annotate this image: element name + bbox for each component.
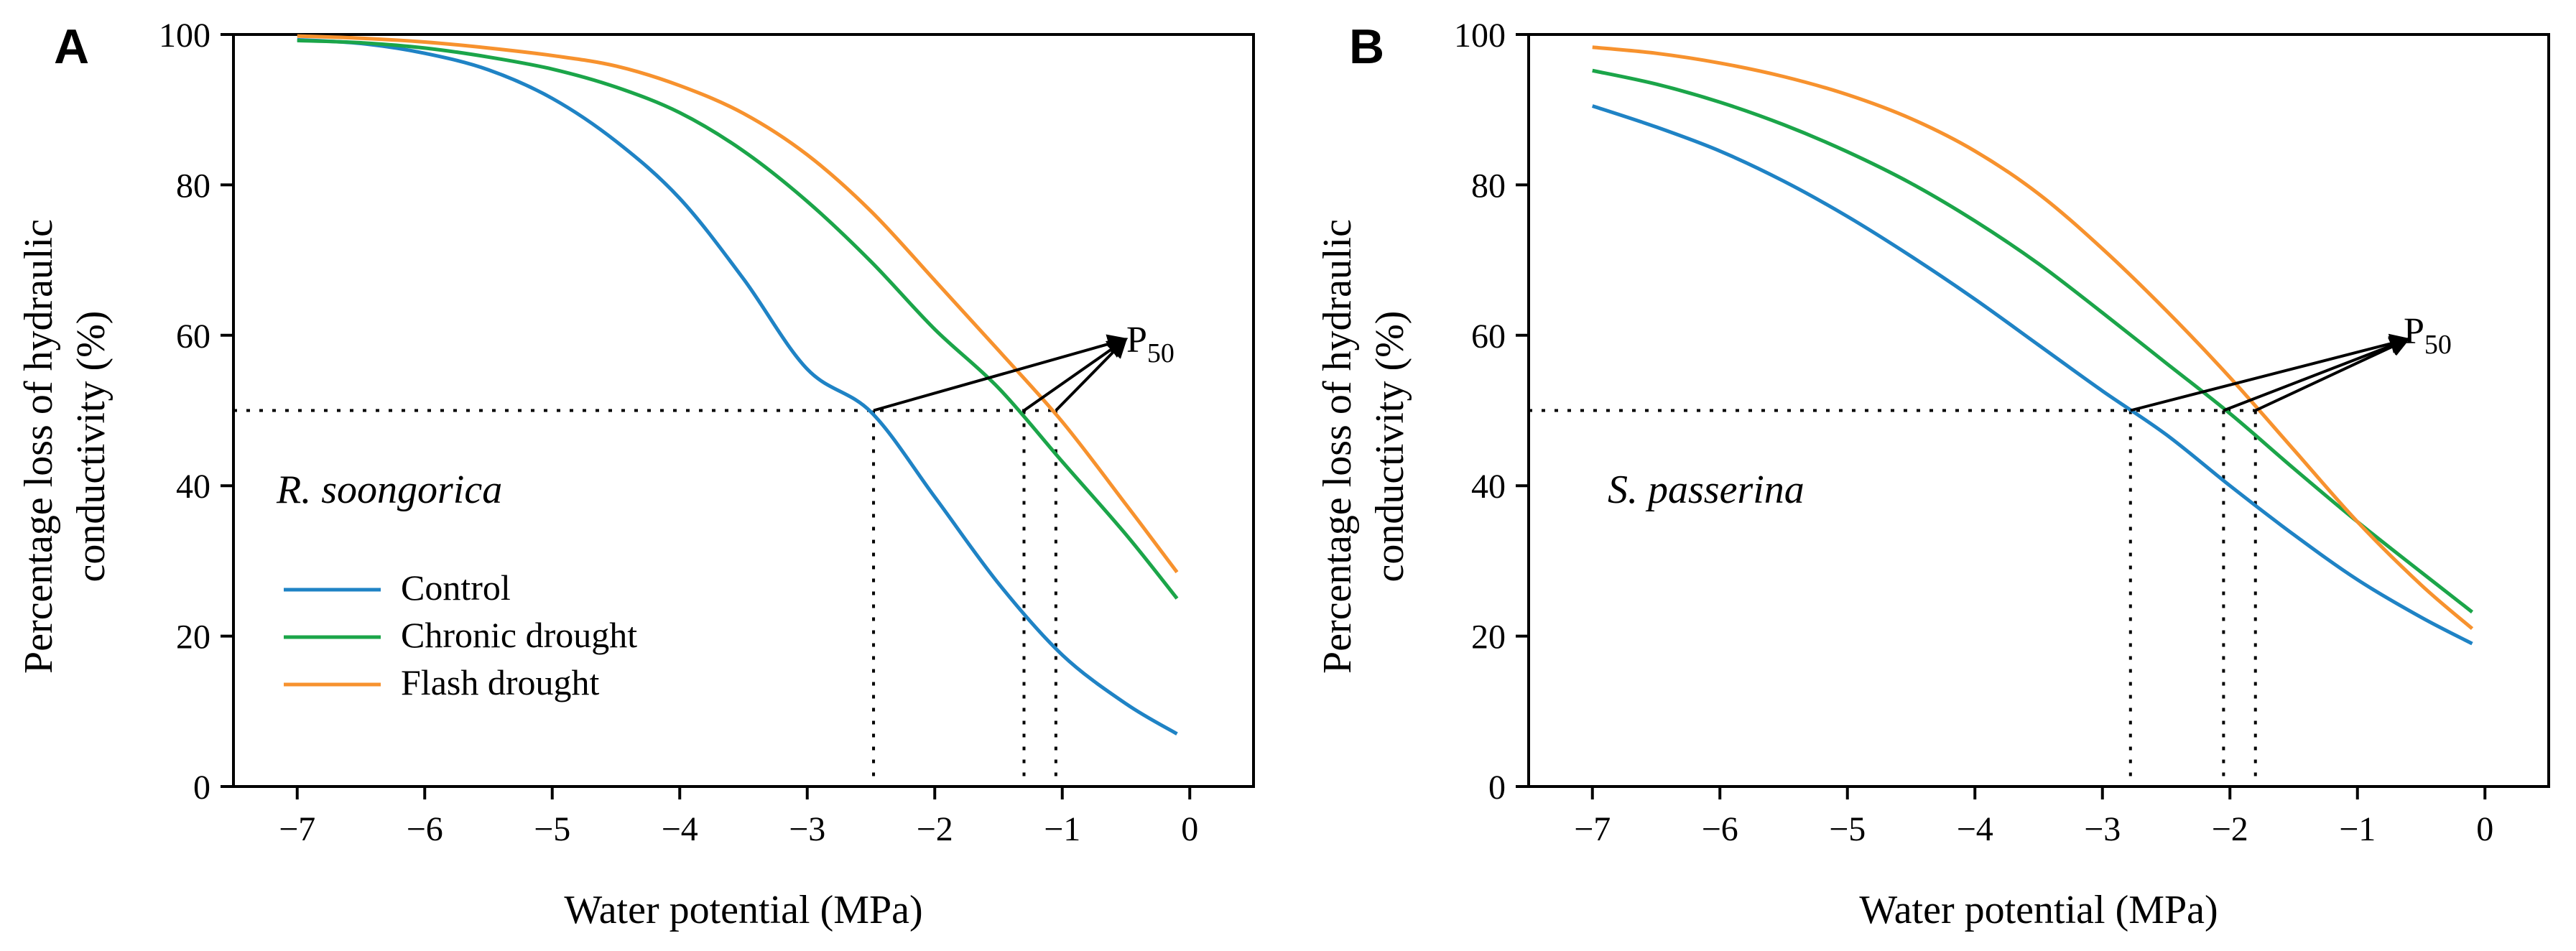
y-tick-label: 60 — [176, 317, 210, 356]
p50-arrow — [1023, 338, 1128, 412]
y-tick-label: 80 — [1471, 167, 1506, 205]
x-tick-label: −4 — [1957, 810, 1993, 848]
x-tick-label: −7 — [279, 810, 315, 848]
y-tick-label: 0 — [1488, 769, 1506, 807]
x-tick-label: −3 — [2084, 810, 2121, 848]
p50-label-subscript: 50 — [2424, 330, 2452, 360]
y-tick-label: 60 — [1471, 317, 1506, 356]
x-tick-label: −6 — [407, 810, 443, 848]
y-axis-title-line1: Percentage loss of hydraulic — [1315, 219, 1360, 674]
y-tick-label: 100 — [1454, 17, 1506, 55]
y-axis-title-line1: Percentage loss of hydraulic — [17, 219, 61, 674]
p50-label-subscript: 50 — [1147, 338, 1175, 368]
p50-arrow — [873, 334, 1129, 412]
legend-label-flash-drought: Flash drought — [401, 662, 600, 702]
x-axis-title: Water potential (MPa) — [564, 888, 922, 932]
y-tick-label: 100 — [159, 17, 210, 55]
x-tick-label: −1 — [2339, 810, 2376, 848]
x-tick-label: −5 — [1829, 810, 1866, 848]
x-tick-label: −1 — [1044, 810, 1080, 848]
y-tick-label: 80 — [176, 167, 210, 205]
x-axis-title: Water potential (MPa) — [1859, 888, 2218, 932]
p50-arrow — [2130, 333, 2411, 412]
series-line-flash-drought — [297, 34, 1179, 574]
x-tick-label: −5 — [534, 810, 570, 848]
y-tick-label: 0 — [193, 769, 210, 807]
p50-label-base: P — [2404, 311, 2424, 352]
p50-label: P50 — [1126, 320, 1175, 368]
species-label: S. passerina — [1608, 468, 1804, 512]
series-line-chronic-drought — [297, 38, 1179, 600]
panel-label: A — [54, 19, 89, 74]
x-tick-label: 0 — [1181, 810, 1198, 848]
p50-arrow — [2254, 338, 2411, 412]
panel-a: A −7 −6 −5 −4 −3 −2 −1 0 0 20 40 60 80 100 Water potent… — [17, 17, 1255, 932]
series-line-control — [1591, 104, 2473, 646]
y-axis-title-line2: conductivity (%) — [69, 311, 113, 583]
species-label: R. soongorica — [276, 468, 502, 512]
y-tick-label: 20 — [1471, 618, 1506, 657]
y-tick-label: 40 — [176, 468, 210, 506]
p50-arrow — [2223, 336, 2411, 412]
x-tick-label: −2 — [2212, 810, 2248, 848]
legend-label-chronic-drought: Chronic drought — [401, 615, 637, 655]
plot-frame — [232, 33, 1255, 788]
x-tick-label: −4 — [662, 810, 698, 848]
series-line-control — [297, 37, 1178, 736]
y-tick-label: 40 — [1471, 468, 1506, 506]
p50-label: P50 — [2404, 311, 2452, 360]
legend-label-control: Control — [401, 567, 511, 608]
x-tick-label: −3 — [789, 810, 825, 848]
x-tick-label: −6 — [1702, 810, 1738, 848]
series-line-flash-drought — [1592, 45, 2474, 631]
series-line-chronic-drought — [1592, 68, 2474, 614]
panel-b: B −7 −6 −5 −4 −3 −2 −1 0 0 20 40 60 80 100 Water potent… — [1315, 17, 2550, 932]
p50-arrow — [1055, 338, 1128, 412]
p50-label-base: P — [1126, 320, 1147, 361]
x-tick-label: −2 — [917, 810, 953, 848]
panel-label: B — [1349, 19, 1384, 74]
x-tick-label: −7 — [1574, 810, 1611, 848]
plot-frame — [1527, 33, 2550, 788]
y-axis-title-line2: conductivity (%) — [1368, 311, 1412, 583]
y-tick-label: 20 — [176, 618, 210, 657]
x-tick-label: 0 — [2476, 810, 2493, 848]
